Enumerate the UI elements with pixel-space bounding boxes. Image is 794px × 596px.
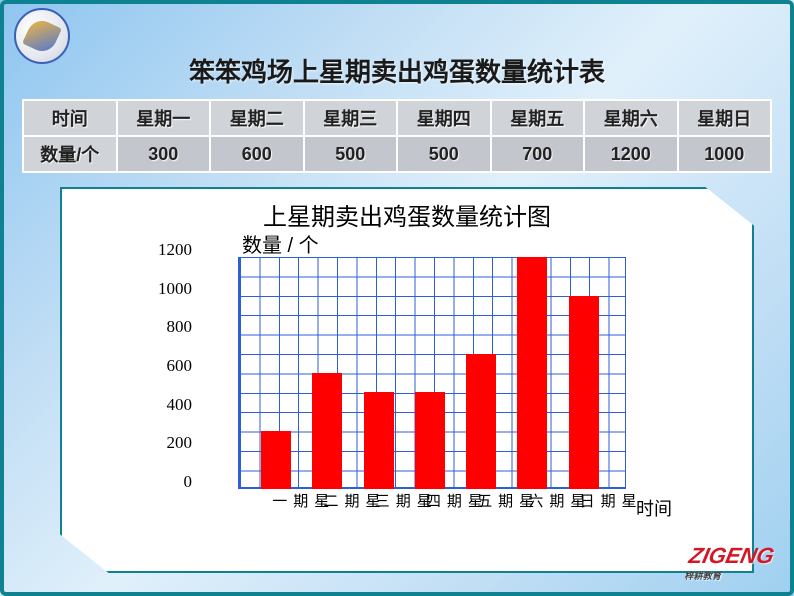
y-tick: 1200: [148, 240, 192, 260]
y-tick: 800: [148, 317, 192, 337]
chart-bars: [238, 257, 626, 489]
brand-sub: 梓耕教育: [684, 569, 771, 582]
table-cell: 600: [210, 136, 304, 172]
brand-logo: ZIGENG 梓耕教育: [684, 543, 777, 582]
col-header: 星期日: [678, 100, 772, 136]
table-cell: 1200: [584, 136, 678, 172]
chart-bar: [415, 392, 445, 489]
col-header: 星期一: [117, 100, 211, 136]
y-tick: 0: [148, 472, 192, 492]
chart-card: 上星期卖出鸡蛋数量统计图 数量 / 个 0 200 400 600 800 1000 120…: [60, 187, 754, 573]
brand-name: ZIGENG: [686, 543, 776, 568]
col-header: 星期四: [397, 100, 491, 136]
chart-bar: [466, 354, 496, 489]
col-header: 星期六: [584, 100, 678, 136]
x-axis-title: 时间: [636, 495, 672, 521]
chart-bar: [569, 296, 599, 489]
chart-bar: [517, 257, 547, 489]
y-tick: 600: [148, 356, 192, 376]
table-cell: 700: [491, 136, 585, 172]
chart-bar: [312, 373, 342, 489]
col-header: 星期三: [304, 100, 398, 136]
y-tick: 1000: [148, 279, 192, 299]
x-tick-label: 星期日: [576, 493, 639, 510]
chart-bar: [261, 431, 291, 489]
col-header: 星期二: [210, 100, 304, 136]
y-axis-unit: 数量 / 个: [242, 229, 319, 258]
chart-title: 上星期卖出鸡蛋数量统计图: [62, 189, 752, 232]
table-cell: 1000: [678, 136, 772, 172]
chart-bar: [364, 392, 394, 489]
y-tick: 200: [148, 433, 192, 453]
table-cell: 500: [304, 136, 398, 172]
logo-badge: [14, 8, 70, 64]
data-table: 时间 星期一 星期二 星期三 星期四 星期五 星期六 星期日 数量/个 300 …: [22, 99, 772, 173]
col-header: 星期五: [491, 100, 585, 136]
row-label: 数量/个: [23, 136, 117, 172]
y-tick: 400: [148, 395, 192, 415]
chart-plot-area: [238, 257, 626, 489]
row-label: 时间: [23, 100, 117, 136]
page-title: 笨笨鸡场上星期卖出鸡蛋数量统计表: [0, 0, 794, 89]
table-cell: 300: [117, 136, 211, 172]
table-cell: 500: [397, 136, 491, 172]
